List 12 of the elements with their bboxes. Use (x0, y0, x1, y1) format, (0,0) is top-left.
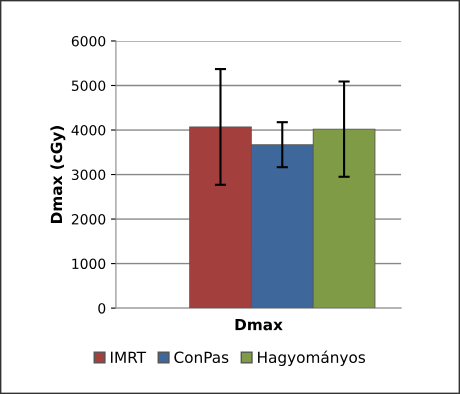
y-tick-label: 4000 (72, 124, 106, 136)
y-tick-label: 2000 (72, 214, 106, 225)
x-axis-title: Dmax (236, 318, 283, 330)
legend-label: ConPas (174, 352, 228, 364)
y-tick-label: 1000 (72, 258, 106, 270)
y-tick-label: 5000 (72, 80, 106, 91)
y-tick-label: 0 (98, 303, 106, 314)
y-tick-label: 6000 (72, 36, 106, 46)
legend-label: Hagyományos (258, 350, 366, 366)
legend-label: IMRT (110, 352, 146, 363)
y-axis-title: Dmax (cGy) (50, 126, 66, 223)
y-tick-label: 3000 (72, 170, 106, 180)
